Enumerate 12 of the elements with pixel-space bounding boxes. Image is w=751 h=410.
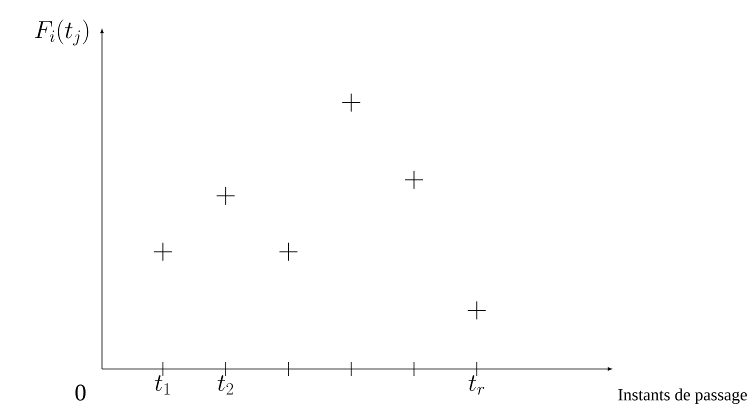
point — [153, 242, 172, 262]
text: 0 — [75, 384, 86, 401]
x-tick-label: $t_r$ — [468, 375, 484, 395]
point — [216, 186, 236, 206]
point — [467, 300, 486, 320]
x-tick-label: $t_1$ — [154, 375, 170, 394]
text: $F_i(t_j)$ — [34, 20, 88, 46]
point — [342, 93, 361, 112]
text: Instants de passage — [618, 388, 747, 404]
point — [278, 242, 298, 262]
x-tick-label: $t_2$ — [218, 375, 234, 394]
point — [404, 170, 424, 190]
